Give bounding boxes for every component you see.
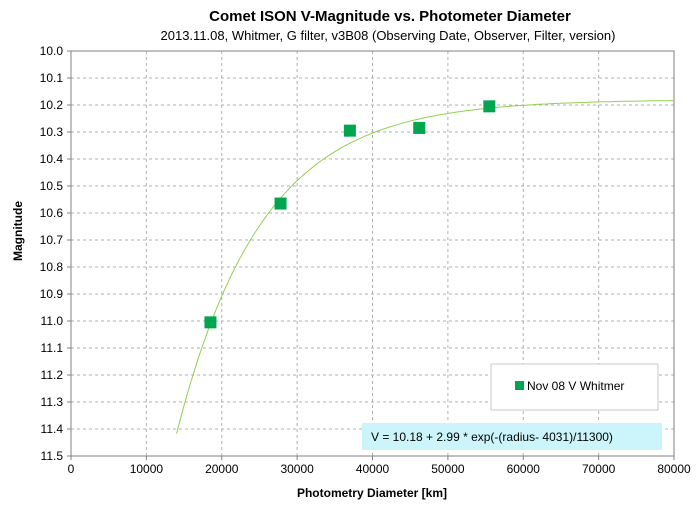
y-tick-label: 10.6 — [40, 206, 64, 220]
y-tick-label: 11.1 — [41, 341, 64, 355]
fit-equation-label: V = 10.18 + 2.99 * exp(-(radius- 4031)/1… — [371, 430, 613, 444]
x-tick-label: 70000 — [582, 462, 616, 476]
legend: Nov 08 V Whitmer — [490, 363, 659, 411]
x-tick-label: 20000 — [205, 462, 239, 476]
y-tick-label: 11.0 — [41, 314, 64, 328]
y-tick-label: 10.0 — [40, 44, 64, 58]
y-tick-label: 10.5 — [40, 179, 64, 193]
y-tick-label: 10.9 — [40, 287, 64, 301]
x-tick-label: 60000 — [507, 462, 541, 476]
x-axis: 0 10000 20000 30000 40000 50000 60000 70000 8000… — [68, 456, 691, 476]
y-tick-label: 10.3 — [40, 125, 64, 139]
chart-title: Comet ISON V-Magnitude vs. Photometer Di… — [209, 8, 571, 25]
x-tick-label: 0 — [68, 462, 75, 476]
y-tick-label: 10.1 — [40, 71, 64, 85]
y-tick-label: 10.4 — [40, 152, 64, 166]
data-point — [483, 100, 496, 113]
x-tick-label: 10000 — [130, 462, 164, 476]
data-point — [343, 124, 356, 137]
legend-marker — [515, 381, 524, 390]
x-axis-label: Photometry Diameter [km] — [297, 486, 447, 500]
x-tick-label: 80000 — [657, 462, 691, 476]
data-point — [413, 121, 426, 134]
y-tick-label: 10.8 — [40, 260, 64, 274]
y-axis-label: Magnitude — [11, 201, 25, 261]
plot-area: 0 10000 20000 30000 40000 50000 60000 70000 8000… — [40, 44, 691, 476]
fit-equation-box: V = 10.18 + 2.99 * exp(-(radius- 4031)/1… — [362, 423, 662, 450]
grid — [71, 51, 674, 456]
fit-equation-background — [362, 423, 662, 450]
x-tick-label: 50000 — [431, 462, 465, 476]
y-tick-label: 11.3 — [41, 395, 64, 409]
legend-label: Nov 08 V Whitmer — [527, 379, 624, 393]
x-tick-label: 40000 — [356, 462, 390, 476]
y-tick-label: 11.4 — [41, 422, 64, 436]
data-point — [274, 197, 287, 210]
y-tick-label: 10.2 — [40, 98, 64, 112]
data-points — [204, 100, 496, 329]
fit-curve — [176, 100, 674, 434]
y-tick-label: 11.2 — [41, 368, 64, 382]
data-point — [204, 316, 217, 329]
y-tick-label: 11.5 — [41, 449, 64, 463]
chart-subtitle: 2013.11.08, Whitmer, G filter, v3B08 (Ob… — [161, 28, 616, 43]
x-tick-label: 30000 — [280, 462, 314, 476]
y-tick-label: 10.7 — [40, 233, 64, 247]
y-axis: 10.0 10.1 10.2 10.3 10.4 10.5 10.6 10.7 10.8 10.9… — [40, 44, 71, 463]
